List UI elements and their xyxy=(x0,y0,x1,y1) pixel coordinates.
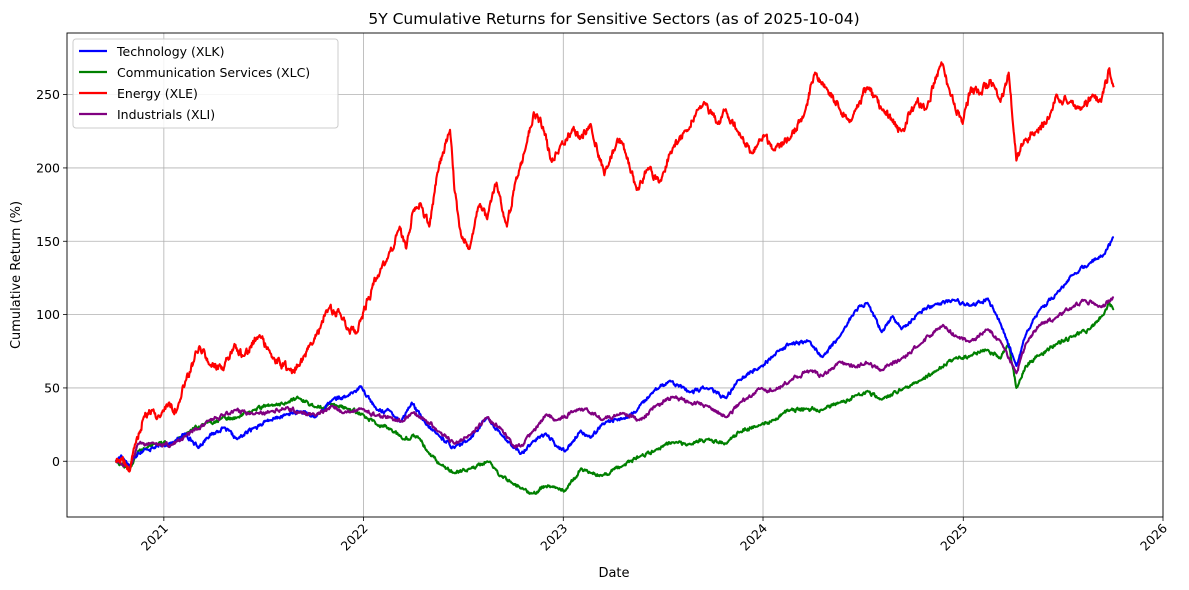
series-lines xyxy=(114,61,1115,495)
y-tick-label: 0 xyxy=(52,454,60,469)
series-line-communication xyxy=(114,301,1115,495)
x-tick-label: 2023 xyxy=(537,521,570,554)
y-tick-label: 250 xyxy=(36,87,60,102)
legend-label-technology: Technology (XLK) xyxy=(116,44,224,59)
chart-title: 5Y Cumulative Returns for Sensitive Sect… xyxy=(368,10,859,28)
legend-label-industrials: Industrials (XLI) xyxy=(117,107,215,122)
plot-frame xyxy=(66,32,1164,518)
series-line-technology xyxy=(114,235,1115,467)
x-axis-title: Date xyxy=(598,566,629,581)
y-axis-title: Cumulative Return (%) xyxy=(9,201,24,349)
series-line-energy xyxy=(115,61,1115,473)
x-tick-label: 2021 xyxy=(138,521,171,554)
x-tick-label: 2024 xyxy=(737,520,770,553)
x-tick-label: 2026 xyxy=(1137,520,1170,553)
x-tick-label: 2022 xyxy=(338,521,371,554)
series-line-industrials xyxy=(115,296,1115,470)
y-tick-label: 50 xyxy=(44,380,60,395)
legend: Technology (XLK) Communication Services … xyxy=(72,38,339,129)
legend-label-communication: Communication Services (XLC) xyxy=(117,65,310,80)
legend-box xyxy=(72,38,339,129)
y-tick-label: 200 xyxy=(36,160,60,175)
legend-label-energy: Energy (XLE) xyxy=(117,86,198,101)
y-tick-label: 150 xyxy=(36,234,60,249)
x-tick-label: 2025 xyxy=(937,521,970,554)
y-tick-label: 100 xyxy=(36,307,60,322)
